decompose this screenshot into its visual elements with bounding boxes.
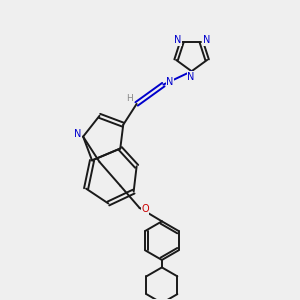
Text: O: O bbox=[141, 204, 149, 214]
Text: N: N bbox=[166, 77, 174, 87]
Text: H: H bbox=[126, 94, 133, 103]
Text: N: N bbox=[203, 35, 210, 45]
Text: N: N bbox=[187, 72, 195, 82]
Text: N: N bbox=[174, 35, 181, 45]
Text: N: N bbox=[74, 129, 82, 139]
